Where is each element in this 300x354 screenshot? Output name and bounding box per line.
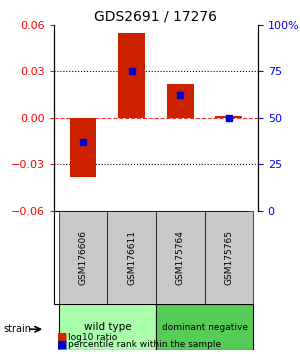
Bar (167, 84, 194, 118)
Text: ■: ■ (57, 332, 68, 342)
Title: GDS2691 / 17276: GDS2691 / 17276 (94, 10, 218, 24)
Bar (156, 304, 253, 350)
Text: ■: ■ (57, 340, 68, 350)
Bar (205, 211, 253, 304)
Text: percentile rank within the sample: percentile rank within the sample (68, 340, 220, 349)
Bar (59, 304, 156, 350)
Bar (70, 118, 97, 177)
Text: log10 ratio: log10 ratio (68, 332, 117, 342)
Text: strain: strain (3, 324, 31, 333)
Bar (59, 211, 107, 304)
Text: GSM175765: GSM175765 (224, 230, 233, 285)
Text: GSM176611: GSM176611 (127, 230, 136, 285)
Text: dominant negative: dominant negative (162, 323, 248, 332)
Bar (118, 33, 145, 118)
Text: GSM175764: GSM175764 (176, 230, 185, 285)
Text: GSM176606: GSM176606 (79, 230, 88, 285)
Bar (107, 211, 156, 304)
Bar (215, 116, 242, 118)
Bar (156, 211, 205, 304)
Text: wild type: wild type (84, 322, 131, 332)
